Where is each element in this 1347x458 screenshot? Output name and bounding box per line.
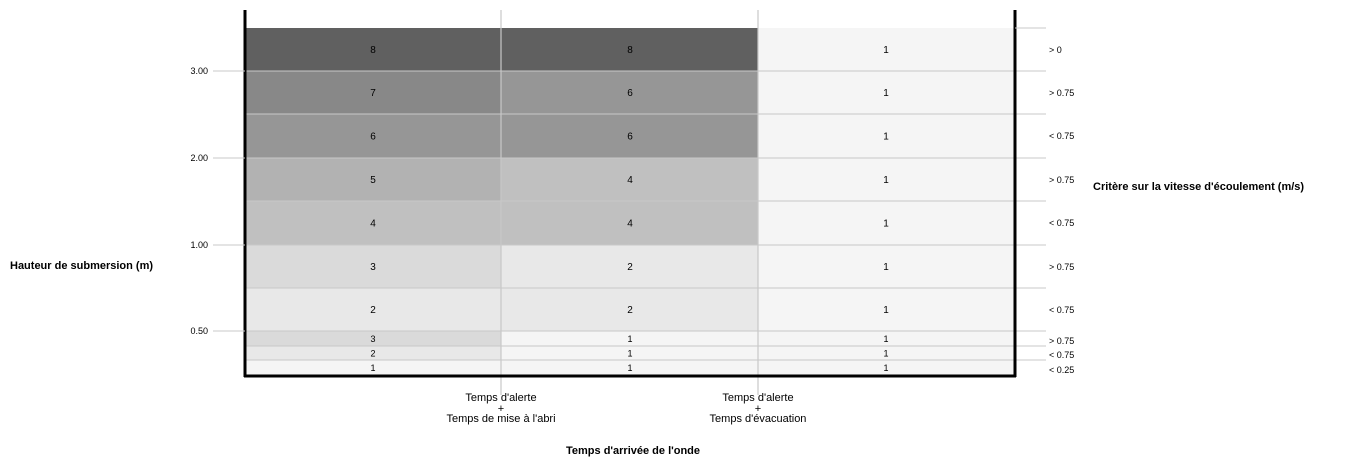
velocity-label-4: < 0.75 (1049, 218, 1075, 228)
cell-r5-c0 (245, 245, 501, 288)
cell-r5-c2 (758, 245, 1015, 288)
cell-value-r9-c0: 1 (370, 363, 375, 373)
cell-r0-c1 (501, 28, 758, 71)
cell-r3-c0 (245, 158, 501, 201)
cell-value-r4-c1: 4 (627, 219, 633, 230)
y-axis-ticks: 3.00 2.00 1.00 0.50 (190, 66, 245, 336)
heatmap-cells (245, 28, 1015, 375)
cell-value-r9-c2: 1 (883, 363, 888, 373)
cell-r0-c2 (758, 28, 1015, 71)
cell-value-r3-c2: 1 (883, 175, 889, 186)
x-tick-label-1-line-1: + (754, 402, 762, 415)
cell-r4-c2 (758, 201, 1015, 245)
cell-value-r5-c2: 1 (883, 262, 889, 273)
y-tick-label: 3.00 (190, 66, 208, 76)
cell-value-r6-c2: 1 (883, 305, 889, 316)
velocity-label-7: > 0.75 (1049, 335, 1075, 346)
cell-r8-c2 (758, 346, 1015, 360)
cell-r9-c0 (245, 360, 501, 375)
x-tick-label-1-line-0: Temps d'alerte (722, 392, 794, 404)
cell-value-r5-c1: 2 (627, 262, 633, 273)
cell-value-r2-c1: 6 (627, 132, 633, 143)
velocity-label-0: > 0 (1049, 44, 1062, 55)
x-tick-label-1-line-2: Temps d'évacuation (709, 413, 807, 425)
cell-r7-c1 (501, 331, 758, 346)
right-axis-title: Critère sur la vitesse d'écoulement (m/s… (1093, 181, 1305, 193)
y-tick-label: 0.50 (190, 326, 208, 336)
y-axis-title: Hauteur de submersion (m) (10, 260, 154, 272)
velocity-label-1: > 0.75 (1049, 87, 1075, 98)
cell-r1-c1 (501, 71, 758, 114)
cell-value-r7-c1: 1 (627, 334, 632, 344)
x-tick-label-0-line-1: + (497, 402, 505, 415)
cell-r7-c2 (758, 331, 1015, 346)
y-tick-label: 1.00 (190, 240, 208, 250)
cell-value-r6-c0: 2 (370, 305, 376, 316)
cell-r3-c1 (501, 158, 758, 201)
cell-r3-c2 (758, 158, 1015, 201)
velocity-label-9: < 0.25 (1049, 364, 1075, 375)
velocity-label-2: < 0.75 (1049, 131, 1075, 141)
cell-value-r3-c1: 4 (627, 175, 633, 186)
cell-r0-c0 (245, 28, 501, 71)
cell-r7-c0 (245, 331, 501, 346)
cell-value-r2-c2: 1 (883, 132, 889, 143)
cell-value-r9-c1: 1 (627, 363, 632, 373)
cell-value-r3-c0: 5 (370, 175, 376, 186)
cell-value-r7-c0: 3 (370, 334, 375, 344)
cell-value-r8-c2: 1 (883, 349, 888, 359)
cell-r8-c0 (245, 346, 501, 360)
x-tick-label-0-line-0: Temps d'alerte (465, 392, 537, 404)
x-axis-title: Temps d'arrivée de l'onde (566, 445, 701, 457)
cell-r6-c2 (758, 288, 1015, 331)
cell-value-r6-c1: 2 (627, 305, 633, 316)
velocity-label-8: < 0.75 (1049, 350, 1075, 360)
cell-r1-c2 (758, 71, 1015, 114)
cell-r5-c1 (501, 245, 758, 288)
cell-value-r0-c0: 8 (370, 45, 376, 56)
x-tick-label-0-line-2: Temps de mise à l'abri (446, 413, 556, 425)
cell-value-r0-c2: 1 (883, 45, 889, 56)
cell-r4-c1 (501, 201, 758, 245)
cell-r1-c0 (245, 71, 501, 114)
cell-r6-c1 (501, 288, 758, 331)
cell-value-r1-c0: 7 (370, 88, 376, 99)
grid-lines (245, 10, 1046, 395)
cell-r9-c2 (758, 360, 1015, 375)
cell-r8-c1 (501, 346, 758, 360)
cell-r2-c0 (245, 114, 501, 158)
cell-value-r8-c1: 1 (627, 349, 632, 359)
velocity-label-6: < 0.75 (1049, 304, 1075, 315)
velocity-label-5: > 0.75 (1049, 261, 1075, 272)
cell-r2-c2 (758, 114, 1015, 158)
cell-r9-c1 (501, 360, 758, 375)
velocity-label-3: > 0.75 (1049, 174, 1075, 185)
cell-r2-c1 (501, 114, 758, 158)
cell-value-r4-c2: 1 (883, 219, 889, 230)
cell-value-r2-c0: 6 (370, 132, 376, 143)
cell-value-r5-c0: 3 (370, 262, 376, 273)
cell-value-r4-c0: 4 (370, 219, 376, 230)
cell-value-r8-c0: 2 (370, 349, 375, 359)
cell-value-r7-c2: 1 (883, 334, 888, 344)
cell-value-r1-c2: 1 (883, 88, 889, 99)
cell-value-r0-c1: 8 (627, 45, 633, 56)
cell-r4-c0 (245, 201, 501, 245)
y-tick-label: 2.00 (190, 153, 208, 163)
cell-value-r1-c1: 6 (627, 88, 633, 99)
cell-r6-c0 (245, 288, 501, 331)
cell-labels: 8 8 1 7 6 1 6 6 1 5 4 1 4 4 1 3 2 1 2 2 1 3 1 1 2 1 1 1 1 1 (370, 45, 889, 373)
